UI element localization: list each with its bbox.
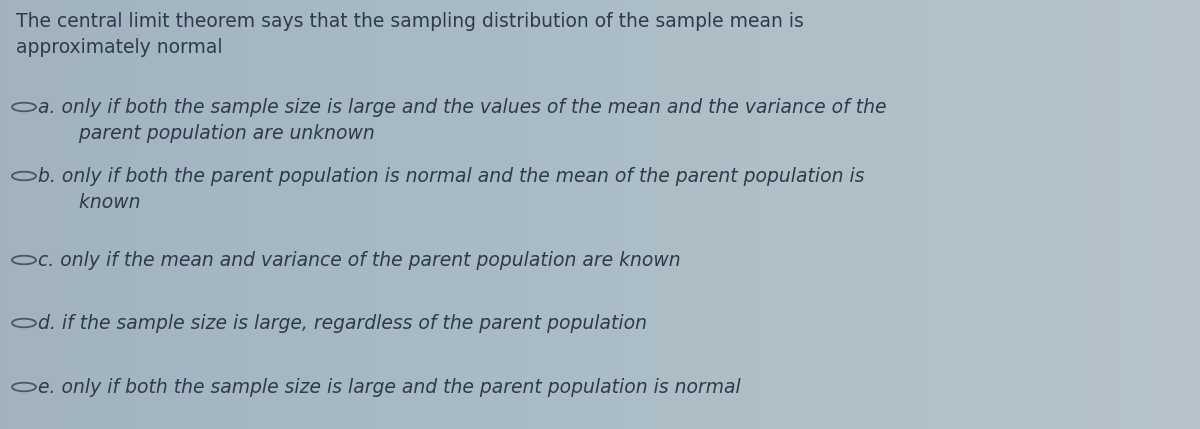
Text: The central limit theorem says that the sampling distribution of the sample mean: The central limit theorem says that the … bbox=[16, 12, 804, 31]
Text: e. only if both the sample size is large and the parent population is normal: e. only if both the sample size is large… bbox=[38, 378, 740, 397]
Text: parent population are unknown: parent population are unknown bbox=[55, 124, 374, 143]
Text: known: known bbox=[55, 193, 140, 212]
Text: d. if the sample size is large, regardless of the parent population: d. if the sample size is large, regardle… bbox=[38, 314, 647, 333]
Text: approximately normal: approximately normal bbox=[16, 38, 222, 57]
Text: c. only if the mean and variance of the parent population are known: c. only if the mean and variance of the … bbox=[38, 251, 680, 270]
Text: a. only if both the sample size is large and the values of the mean and the vari: a. only if both the sample size is large… bbox=[38, 98, 887, 117]
Text: b. only if both the parent population is normal and the mean of the parent popul: b. only if both the parent population is… bbox=[38, 167, 864, 186]
